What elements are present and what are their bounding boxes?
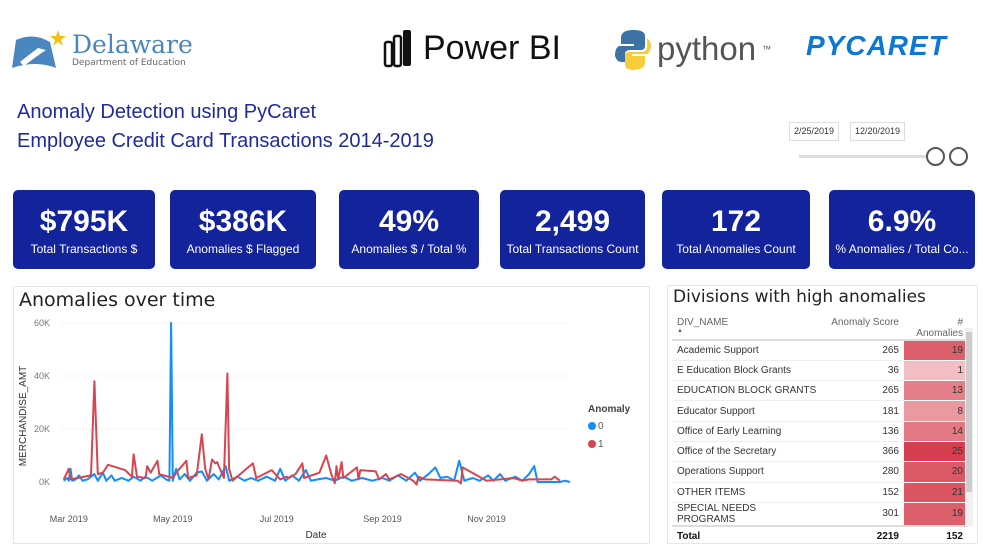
- x-tick-label: Sep 2019: [363, 514, 402, 524]
- table-row[interactable]: E Education Block Grants 36 1: [672, 360, 968, 382]
- total-label: Total: [672, 524, 822, 547]
- division-name: Operations Support: [672, 461, 822, 483]
- anomaly-count: 19: [904, 502, 968, 527]
- division-name: EDUCATION BLOCK GRANTS: [672, 380, 822, 402]
- table-row[interactable]: Office of Early Learning 136 14: [672, 421, 968, 442]
- column-header-div-name[interactable]: DIV_NAME ▲: [672, 314, 822, 341]
- table-row[interactable]: SPECIAL NEEDS PROGRAMS 301 19: [672, 502, 968, 527]
- total-score: 2219: [822, 524, 904, 547]
- division-name: SPECIAL NEEDS PROGRAMS: [672, 502, 822, 527]
- divisions-table: DIV_NAME ▲ Anomaly Score # Anomalies Acad…: [672, 314, 968, 547]
- y-tick-label: 0K: [39, 477, 50, 487]
- page-title: Anomaly Detection using PyCaret Employee…: [17, 101, 434, 152]
- end-date-input[interactable]: 12/20/2019: [850, 122, 906, 141]
- legend-label-1: 1: [598, 439, 604, 450]
- anomaly-count: 8: [904, 400, 968, 422]
- python-logo: python ™: [615, 28, 771, 70]
- table-row[interactable]: Office of the Secretary 366 25: [672, 441, 968, 463]
- series-line-1: [62, 372, 561, 486]
- divisions-table-panel: Divisions with high anomalies DIV_NAME ▲ …: [667, 285, 978, 547]
- y-tick-label: 40K: [34, 371, 50, 381]
- division-name: Office of the Secretary: [672, 441, 822, 463]
- pycaret-logo: PYCARET: [806, 30, 947, 61]
- anomaly-count: 1: [904, 360, 968, 382]
- anomaly-score: 136: [822, 421, 904, 442]
- kpi-card-transactions-count: 2,499 Total Transactions Count: [500, 190, 645, 269]
- anomaly-score: 36: [822, 360, 904, 382]
- x-axis-title: Date: [305, 530, 327, 541]
- kpi-card-anomalies-pct: 49% Anomalies $ / Total %: [339, 190, 479, 269]
- x-tick-label: May 2019: [153, 514, 193, 524]
- y-tick-label: 20K: [34, 424, 50, 434]
- x-tick-label: Nov 2019: [467, 514, 506, 524]
- division-name: Academic Support: [672, 340, 822, 361]
- scrollbar-thumb[interactable]: [966, 332, 972, 492]
- y-tick-label: 60K: [34, 318, 50, 328]
- division-name: Office of Early Learning: [672, 421, 822, 442]
- y-axis-title: MERCHANDISE_AMT: [18, 366, 29, 467]
- anomaly-score: 280: [822, 461, 904, 483]
- book-star-icon: [12, 30, 66, 68]
- legend-marker-0: [588, 422, 596, 430]
- python-icon: [615, 30, 651, 70]
- anomaly-score: 265: [822, 340, 904, 361]
- table-row[interactable]: Operations Support 280 20: [672, 461, 968, 483]
- x-tick-label: Jul 2019: [260, 514, 294, 524]
- column-header-anomaly-score[interactable]: Anomaly Score: [822, 314, 904, 341]
- kpi-card-total-transactions: $795K Total Transactions $: [13, 190, 155, 269]
- anomaly-score: 301: [822, 502, 904, 527]
- powerbi-icon: [383, 30, 411, 68]
- start-date-input[interactable]: 2/25/2019: [789, 122, 840, 141]
- anomaly-score: 181: [822, 400, 904, 422]
- column-header-anomalies[interactable]: # Anomalies: [904, 314, 968, 341]
- total-count: 152: [904, 524, 968, 547]
- table-row[interactable]: EDUCATION BLOCK GRANTS 265 13: [672, 380, 968, 402]
- anomaly-count: 14: [904, 421, 968, 442]
- chart-title: Anomalies over time: [19, 289, 216, 311]
- kpi-card-anomalies-count-pct: 6.9%% Anomalies / Total Co...: [829, 190, 975, 269]
- slider-end-handle[interactable]: [949, 147, 968, 166]
- powerbi-logo: Power BI: [383, 28, 561, 68]
- anomaly-count: 25: [904, 441, 968, 463]
- anomaly-count: 19: [904, 340, 968, 361]
- x-tick-label: Mar 2019: [50, 514, 88, 524]
- kpi-card-anomalies-flagged: $386K Anomalies $ Flagged: [170, 190, 316, 269]
- division-name: E Education Block Grants: [672, 360, 822, 382]
- table-row[interactable]: Academic Support 265 19: [672, 340, 968, 361]
- division-name: OTHER ITEMS: [672, 482, 822, 503]
- delaware-doe-logo: Delaware Department of Education: [8, 28, 193, 72]
- division-name: Educator Support: [672, 400, 822, 422]
- table-row[interactable]: Educator Support 181 8: [672, 400, 968, 422]
- table-row[interactable]: OTHER ITEMS 152 21: [672, 482, 968, 503]
- anomalies-over-time-panel: Anomalies over time: [13, 286, 650, 544]
- legend-label-0: 0: [598, 421, 604, 432]
- legend-marker-1: [588, 440, 596, 448]
- anomaly-score: 366: [822, 441, 904, 463]
- legend-title: Anomaly: [588, 404, 631, 415]
- anomaly-score: 265: [822, 380, 904, 402]
- table-title: Divisions with high anomalies: [673, 287, 926, 307]
- anomaly-score: 152: [822, 482, 904, 503]
- anomaly-count: 21: [904, 482, 968, 503]
- sort-ascending-icon: ▲: [677, 328, 683, 334]
- series-line-0: [63, 322, 571, 483]
- table-scrollbar[interactable]: [965, 328, 973, 526]
- anomaly-count: 13: [904, 380, 968, 402]
- slider-start-handle[interactable]: [926, 147, 945, 166]
- kpi-card-anomalies-count: 172 Total Anomalies Count: [662, 190, 810, 269]
- anomaly-count: 20: [904, 461, 968, 483]
- date-range-slider[interactable]: [799, 155, 941, 158]
